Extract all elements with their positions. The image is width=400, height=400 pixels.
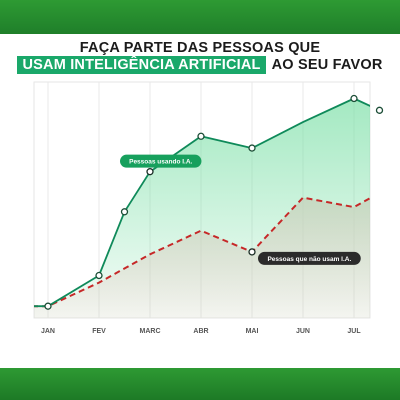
markers xyxy=(44,94,384,310)
data-point-ia xyxy=(375,106,384,114)
series-line-non-ia xyxy=(34,196,370,308)
callout-ia: Pessoas usando I.A. xyxy=(120,154,202,176)
callout-bubble xyxy=(258,251,361,265)
x-tick-label: JUN xyxy=(296,328,310,335)
data-point-ia xyxy=(248,144,256,152)
data-point-ia xyxy=(120,208,129,216)
series-line-ia xyxy=(34,97,370,308)
x-tick-label: JAN xyxy=(41,328,55,335)
title-highlight: USAM INTELIGÊNCIA ARTIFICIAL xyxy=(17,56,266,74)
lines xyxy=(34,97,370,308)
callout-bubble xyxy=(120,154,202,168)
data-point-ia xyxy=(95,271,103,280)
bottom-green-band xyxy=(0,368,400,400)
callout-anchor-point xyxy=(146,168,154,176)
data-point-ia xyxy=(197,132,205,140)
x-tick-label: JUL xyxy=(347,328,361,335)
callout-anchor-point xyxy=(248,248,256,256)
title-line-1: FAÇA PARTE DAS PESSOAS QUE xyxy=(79,40,321,56)
callouts: Pessoas usando I.A. Pessoas que não usam … xyxy=(120,154,361,265)
callout-non-ia: Pessoas que não usam I.A. xyxy=(248,248,361,265)
callout-label: Pessoas que não usam I.A. xyxy=(267,256,351,263)
data-point-ia xyxy=(44,302,52,310)
top-green-band xyxy=(0,0,400,34)
x-tick-label: MARC xyxy=(140,328,161,335)
data-point-ia xyxy=(350,94,358,103)
x-tick-label: FEV xyxy=(92,328,106,335)
title-line-2: USAM INTELIGÊNCIA ARTIFICIAL AO SEU FAVO… xyxy=(0,55,400,75)
x-tick-label: MAI xyxy=(246,328,259,335)
callout-label: Pessoas usando I.A. xyxy=(129,159,192,166)
x-axis-ticks: JAN FEV MARC ABR MAI JUN JUL xyxy=(41,328,361,335)
x-tick-label: ABR xyxy=(193,328,208,335)
title-rest: AO SEU FAVOR xyxy=(271,57,383,73)
